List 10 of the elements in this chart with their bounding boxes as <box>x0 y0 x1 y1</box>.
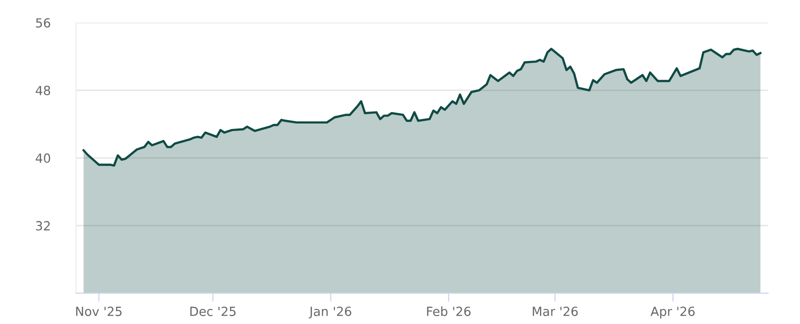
x-tick-label: Apr '26 <box>650 306 695 319</box>
x-tick-label: Jan '26 <box>308 306 352 318</box>
y-tick-label: 32 <box>36 221 50 231</box>
x-tick-label: Nov '25 <box>76 306 122 316</box>
x-tick-label: Mar '26 <box>532 306 578 316</box>
y-tick-label: 48 <box>36 86 50 96</box>
y-tick-label: 56 <box>36 18 50 28</box>
x-tick-label: Dec '25 <box>190 306 236 316</box>
y-tick-label: 40 <box>36 153 50 163</box>
x-tick-label: Feb '26 <box>427 306 471 316</box>
